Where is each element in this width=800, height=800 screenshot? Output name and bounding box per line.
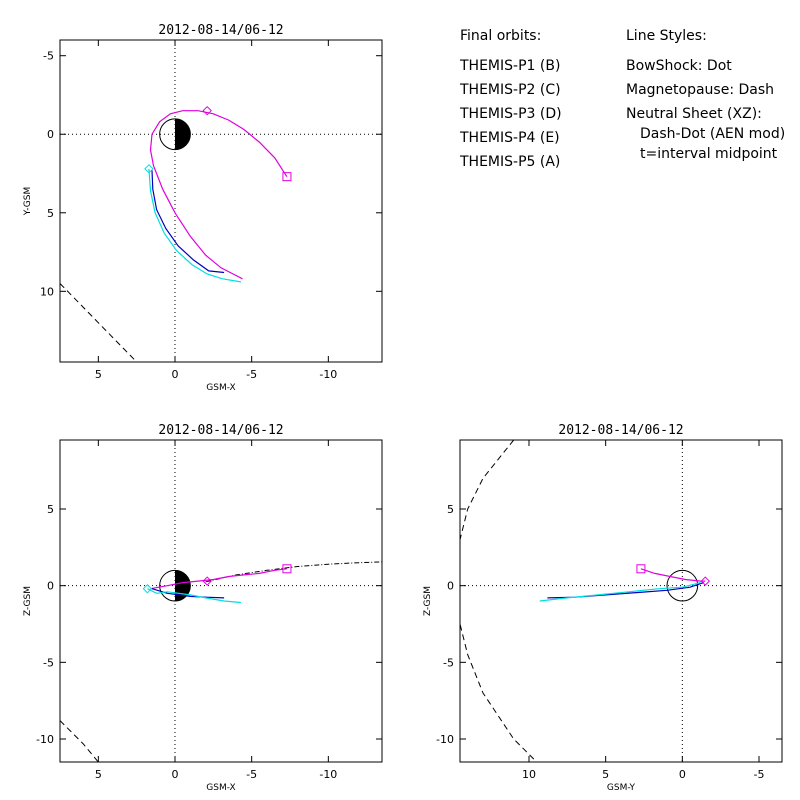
panel-1: 2012-08-14/06-12 5 0 -5 -10 -5 0 5 10 GSM-X Y-GSM [23, 23, 383, 393]
panel-1-ylabel: Y-GSM [23, 187, 33, 216]
panel-3-ytick-label-2: -5 [443, 656, 454, 669]
panel-2-neutral-sheet [205, 561, 382, 583]
panel-3-ytick-label-1: 0 [447, 580, 454, 593]
orbits-title: Final orbits: [460, 28, 541, 44]
style-dash-dot: Dash-Dot (AEN mod) [640, 126, 785, 142]
panel-3-marker-square-1 [636, 564, 646, 574]
panel-1-orbit-3 [148, 168, 241, 283]
panel-1-ytick-label-1: 0 [47, 128, 54, 141]
panel-1-xlabel: GSM-X [206, 383, 235, 393]
style-magnetopause: Magnetopause: Dash [626, 82, 774, 98]
panel-1-xtick-label-2: -5 [246, 368, 257, 381]
panel-2-ytick-label-2: -5 [43, 656, 54, 669]
panel-2: 2012-08-14/06-12 5 0 -5 -10 5 0 -5 -10 GSM-X Z-GSM [23, 423, 383, 793]
panel-2-marker-diamond-0 [202, 576, 212, 586]
panel-1-magnetopause [60, 283, 138, 362]
panel-3-orbit-2 [547, 582, 704, 599]
panel-2-xlabel: GSM-X [206, 783, 235, 793]
panel-2-ytick-label-0: 5 [47, 503, 54, 516]
panel-3-orbit-1 [640, 568, 706, 582]
legend-p3: THEMIS-P3 (D) [459, 106, 562, 122]
style-bowshock: BowShock: Dot [626, 58, 732, 74]
legend-p2: THEMIS-P2 (C) [459, 82, 561, 98]
panel-2-magnetopause [60, 720, 99, 762]
panel-2-xtick-label-0: 5 [95, 768, 102, 781]
panel-1-ytick-label-2: 5 [47, 207, 54, 220]
panel-2-marker-diamond-2 [142, 584, 153, 594]
legend-p1: THEMIS-P1 (B) [459, 58, 560, 74]
panel-1-earth [159, 118, 191, 151]
panel-1-ytick-label-0: -5 [43, 50, 54, 63]
style-neutral-sheet: Neutral Sheet (XZ): [626, 106, 762, 122]
panel-2-ylabel: Z-GSM [23, 586, 33, 616]
panel-2-xtick-label-1: 0 [172, 768, 179, 781]
panel-1-earth-night [175, 118, 191, 150]
panel-2-xtick-label-2: -5 [246, 768, 257, 781]
panel-2-orbit-2 [151, 588, 225, 599]
panel-3-orbit-3 [539, 582, 701, 602]
panel-1-xtick-label-1: 0 [172, 368, 179, 381]
panel-3-plot-area [460, 440, 782, 762]
panel-1-plot-area [60, 40, 382, 362]
panel-2-frame [59, 439, 383, 763]
panel-2-title: 2012-08-14/06-12 [158, 423, 283, 438]
panel-2-ytick-label-1: 0 [47, 580, 54, 593]
panel-1-marker-diamond-2 [144, 164, 154, 174]
panel-2-orbit-1 [150, 568, 287, 590]
panel-2-marker-square-1 [282, 564, 292, 574]
panel-1-frame [59, 39, 383, 363]
panel-1-xtick-label-0: 5 [95, 368, 102, 381]
panel-1-xtick-label-3: -10 [319, 368, 337, 381]
panel-1-ytick-label-3: 10 [40, 285, 54, 298]
panel-1-orbit-2 [151, 170, 225, 274]
styles-title: Line Styles: [626, 28, 707, 44]
panel-1-marker-diamond-0 [202, 105, 212, 116]
panel-2-ytick-label-3: -10 [36, 733, 54, 746]
style-midpoint: t=interval midpoint [640, 146, 778, 162]
panel-1-marker-square-1 [282, 172, 292, 182]
panel-3: 2012-08-14/06-12 10 5 0 -5 5 0 -5 -10 GSM-Y Z-GSM [423, 423, 783, 793]
panel-3-title: 2012-08-14/06-12 [558, 423, 683, 438]
panel-3-xtick-label-2: 0 [679, 768, 686, 781]
panel-3-xtick-label-3: -5 [754, 768, 765, 781]
panel-3-magnetopause [460, 440, 538, 762]
panel-3-frame [459, 439, 783, 763]
panel-2-orbit-3 [147, 588, 241, 604]
legend: Final orbits: THEMIS-P1 (B) THEMIS-P2 (C… [459, 28, 785, 170]
panel-2-earth [159, 569, 191, 602]
panel-3-xlabel: GSM-Y [607, 783, 636, 793]
panel-1-title: 2012-08-14/06-12 [158, 23, 283, 38]
panel-1-orbit-1 [149, 110, 288, 280]
panel-3-xtick-label-0: 10 [522, 768, 536, 781]
panel-2-xtick-label-3: -10 [319, 768, 337, 781]
panel-2-plot-area [60, 440, 382, 762]
panel-3-ytick-label-3: -10 [436, 733, 454, 746]
legend-p5: THEMIS-P5 (A) [459, 154, 560, 170]
panel-3-marker-diamond-0 [700, 576, 711, 586]
panel-3-ytick-label-0: 5 [447, 503, 454, 516]
panel-3-xtick-label-1: 5 [602, 768, 609, 781]
panel-3-ylabel: Z-GSM [423, 586, 433, 616]
panel-3-earth [666, 569, 699, 602]
legend-p4: THEMIS-P4 (E) [459, 130, 560, 146]
